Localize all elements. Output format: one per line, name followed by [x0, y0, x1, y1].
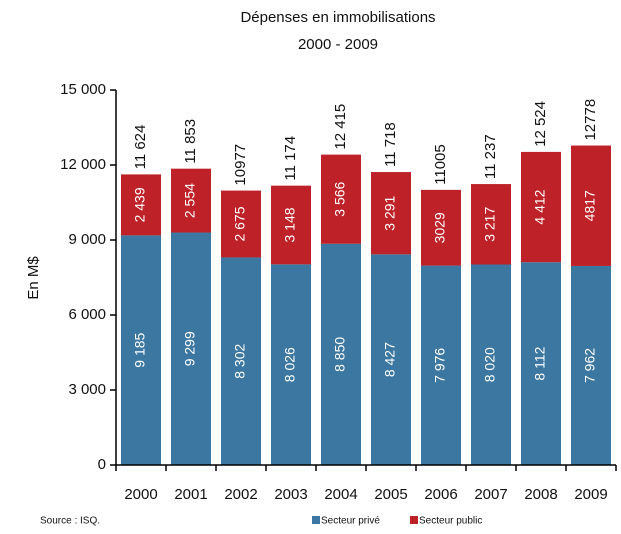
value-label: 3 148 — [282, 207, 298, 242]
value-label: 8 112 — [532, 346, 548, 380]
bar-segment — [421, 189, 461, 266]
y-tick-label: 15 000 — [60, 81, 106, 98]
bar-segment — [121, 174, 161, 236]
y-tick-label: 6 000 — [68, 306, 106, 323]
value-label: 8 020 — [482, 347, 498, 382]
value-label: 9 185 — [132, 332, 148, 367]
legend-swatch — [312, 516, 320, 524]
x-tick-label: 2006 — [424, 486, 457, 503]
value-label: 9 299 — [182, 331, 198, 366]
value-label: 2 675 — [232, 206, 248, 241]
y-tick-label: 12 000 — [60, 156, 106, 173]
value-label: 3 291 — [382, 195, 398, 230]
total-label: 11 174 — [282, 136, 299, 181]
value-label: 3029 — [432, 212, 448, 243]
y-tick-label: 9 000 — [68, 231, 106, 248]
total-label: 10977 — [232, 144, 249, 186]
x-tick-label: 2002 — [224, 486, 257, 503]
value-label: 7 976 — [432, 348, 448, 383]
value-label: 3 217 — [482, 207, 498, 242]
x-tick-label: 2003 — [274, 486, 307, 503]
legend-swatch — [410, 516, 418, 524]
total-label: 11 853 — [182, 119, 199, 164]
source: Source : ISQ. — [40, 516, 100, 527]
value-label: 7 962 — [582, 348, 598, 383]
value-label: 8 427 — [382, 342, 398, 377]
value-label: 8 026 — [282, 347, 298, 382]
x-tick-label: 2000 — [124, 486, 157, 503]
x-tick-label: 2009 — [574, 486, 607, 503]
bar-segment — [571, 265, 611, 465]
bar-segment — [221, 190, 261, 258]
total-label: 12 524 — [532, 101, 549, 147]
y-axis-label: En M$ — [25, 256, 42, 300]
total-label: 12 415 — [332, 104, 349, 150]
bar-segment — [321, 243, 361, 465]
bar-segment — [221, 257, 261, 465]
total-label: 11 237 — [482, 134, 499, 179]
total-label: 11 624 — [132, 125, 149, 170]
x-tick-label: 2001 — [174, 486, 207, 503]
value-label: 2 439 — [132, 187, 148, 222]
total-label: 11005 — [432, 144, 449, 185]
bar-segment — [171, 168, 211, 233]
bar-segment — [571, 145, 611, 266]
total-label: 12778 — [582, 99, 599, 141]
bar-segment — [521, 151, 561, 263]
bar-segment — [471, 184, 511, 265]
value-label: 8 302 — [232, 344, 248, 379]
legend-label: Secteur public — [419, 516, 482, 527]
value-label: 2 554 — [182, 183, 198, 218]
y-tick-label: 0 — [98, 456, 106, 473]
chart-title: Dépenses en immobilisations — [240, 9, 435, 26]
bar-segment — [521, 262, 561, 465]
value-label: 4 412 — [532, 189, 548, 224]
bar-segment — [271, 264, 311, 465]
x-tick-label: 2004 — [324, 486, 357, 503]
bar-segment — [121, 235, 161, 465]
y-tick-label: 3 000 — [68, 381, 106, 398]
bar-segment — [321, 154, 361, 244]
chart-subtitle: 2000 - 2009 — [298, 36, 378, 53]
value-label: 4817 — [582, 190, 598, 221]
bar-segment — [171, 232, 211, 465]
bar-segment — [371, 172, 411, 255]
legend-label: Secteur privé — [321, 516, 380, 527]
bar-segment — [471, 264, 511, 465]
bar-segment — [371, 254, 411, 465]
total-label: 11 718 — [382, 122, 399, 167]
value-label: 3 566 — [332, 181, 348, 216]
bar-segment — [421, 265, 461, 465]
bar-segment — [271, 185, 311, 265]
x-tick-label: 2007 — [474, 486, 507, 503]
x-tick-label: 2005 — [374, 486, 407, 503]
x-tick-label: 2008 — [524, 486, 557, 503]
value-label: 8 850 — [332, 337, 348, 372]
